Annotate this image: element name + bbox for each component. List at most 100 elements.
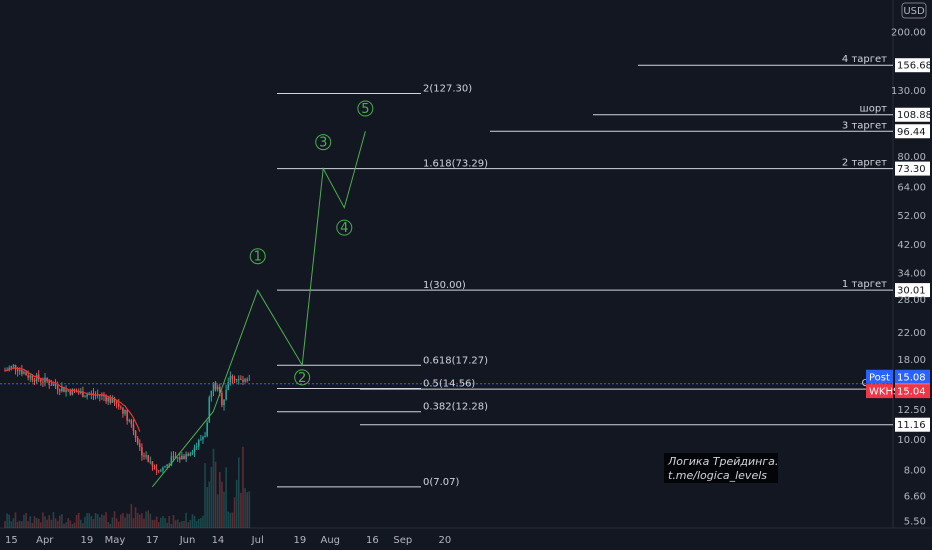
fib-label-2: 1(30.00) — [423, 280, 466, 291]
candle-body — [67, 389, 69, 391]
wave-label-3: 3 — [319, 136, 327, 151]
volume-bar — [216, 494, 219, 528]
candle-body — [10, 366, 13, 368]
volume-bar — [67, 518, 69, 528]
candle-body — [242, 380, 244, 382]
volume-bar — [227, 511, 230, 528]
candle-body — [227, 382, 230, 390]
fibonacci-levels: 2(127.30) 1.618(73.29) 1(30.00) 0.618(17.27… — [277, 83, 488, 488]
x-tick-11: Sep — [393, 535, 412, 546]
candle-body — [50, 385, 53, 386]
volume-bar — [197, 518, 200, 528]
wave-circle-1 — [249, 248, 266, 265]
volume-bar — [223, 491, 225, 528]
volume-bar — [244, 488, 246, 528]
elliott-wave-path — [152, 131, 366, 488]
volume-bar — [117, 521, 120, 528]
tag-label-box-1 — [866, 384, 893, 399]
note-line-2: t.me/logica_levels — [668, 469, 767, 482]
candle-body — [42, 381, 44, 383]
volume-bar — [147, 510, 150, 528]
y-tick-13: 6.60 — [904, 492, 926, 503]
volume-bar — [246, 492, 248, 528]
volume-bar — [107, 521, 109, 528]
x-tick-12: 20 — [439, 535, 452, 546]
volume-bar — [63, 523, 65, 528]
candle-body — [206, 422, 208, 436]
y-tick-14: 5.50 — [904, 517, 926, 528]
y-tick-2: 80.00 — [897, 152, 926, 163]
volume-bar — [96, 514, 99, 528]
candle-body — [141, 447, 143, 456]
candle-body — [73, 389, 76, 391]
candle-body — [210, 390, 213, 398]
volume-bar — [210, 466, 213, 528]
candle-body — [147, 455, 150, 462]
candle-body — [115, 401, 118, 404]
candle-body — [31, 375, 34, 380]
x-tick-10: 16 — [366, 535, 379, 546]
volume-bar — [132, 518, 135, 528]
volume-bar — [103, 515, 105, 528]
time-axis[interactable]: 15 Apr 19 May 17 Jun 14 Jul 19 Aug 16 Sep 20 — [5, 535, 451, 546]
candle-body — [33, 379, 36, 382]
volume-bar — [141, 513, 143, 528]
volume-bar — [185, 512, 187, 528]
candle-body — [189, 453, 192, 456]
candle-body — [35, 374, 38, 382]
target-price-0: 156.68 — [897, 61, 932, 72]
volume-bar — [212, 448, 215, 528]
y-tick-0: 200.00 — [891, 28, 926, 39]
candle-body — [130, 420, 133, 425]
tag-label-0: Post — [869, 372, 890, 383]
target-price-4: 30.01 — [897, 286, 926, 297]
candle-body — [23, 372, 25, 374]
y-tick-10: 12.50 — [897, 405, 926, 416]
candle-body — [178, 457, 181, 460]
volume-bar — [219, 472, 221, 528]
fib-label-4: 0.5(14.56) — [423, 379, 475, 390]
volume-bar — [48, 515, 51, 528]
target-price-box-2 — [895, 124, 930, 139]
target-price-box-0 — [895, 58, 930, 73]
candle-body — [84, 396, 86, 398]
volume-bar — [42, 512, 44, 528]
candle-body — [107, 397, 109, 402]
volume-bar — [128, 513, 131, 528]
candle-body — [208, 397, 211, 423]
target-label-3: 2 таргет — [842, 158, 887, 169]
fib-label-5: 0.382(12.28) — [423, 402, 488, 413]
y-tick-6: 34.00 — [897, 269, 926, 280]
volume-bar — [52, 512, 55, 528]
volume-bar — [155, 516, 158, 528]
x-tick-1: Apr — [36, 535, 54, 546]
watermark-note: Логика Трейдинга. t.me/logica_levels — [664, 453, 778, 483]
volume-bar — [157, 522, 160, 528]
volume-bar — [25, 512, 27, 528]
volume-bar — [98, 517, 101, 528]
wave-circle-4 — [336, 219, 353, 236]
volume-bar — [248, 491, 251, 528]
volume-bar — [136, 512, 139, 528]
price-axis[interactable]: USD 200.00 130.00 80.00 64.00 52.00 42.00 34.0… — [891, 2, 927, 528]
volume-bar — [187, 522, 190, 528]
volume-bar — [77, 512, 80, 528]
candle-body — [109, 397, 112, 403]
volume-bar — [58, 515, 61, 528]
wave-circle-3 — [315, 134, 332, 151]
volume-bar — [80, 519, 82, 528]
x-tick-5: Jun — [179, 535, 196, 546]
volume-bar — [6, 513, 8, 528]
volume-bar — [56, 520, 59, 528]
currency-badge[interactable] — [901, 2, 927, 19]
volume-bar — [195, 520, 198, 528]
target-label-4: 1 таргет — [842, 279, 887, 290]
tag-price-box-1 — [895, 384, 930, 399]
volume-bar — [170, 523, 173, 528]
volume-bar — [94, 513, 97, 528]
note-line-1: Логика Трейдинга. — [667, 455, 778, 468]
y-tick-1: 130.00 — [891, 86, 926, 97]
volume-bar — [92, 519, 95, 528]
candle-body — [195, 446, 198, 448]
